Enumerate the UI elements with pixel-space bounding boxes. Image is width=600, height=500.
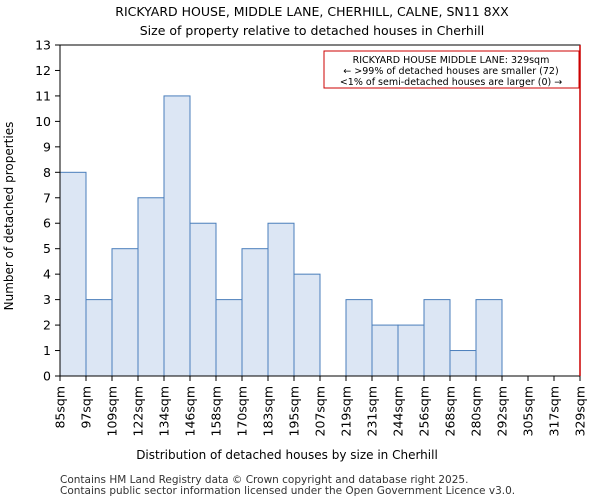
y-tick-label: 8 <box>43 165 51 180</box>
chart-subtitle: Size of property relative to detached ho… <box>140 23 485 38</box>
annotation-line-1: RICKYARD HOUSE MIDDLE LANE: 329sqm <box>353 55 550 66</box>
y-tick-label: 0 <box>43 369 51 384</box>
bar-170sqm <box>241 248 269 377</box>
bar-268sqm <box>449 350 477 377</box>
x-tick-label: 170sqm <box>235 386 250 436</box>
x-tick-label: 97sqm <box>79 386 94 429</box>
annotation-line-3: <1% of semi-detached houses are larger (… <box>340 77 562 88</box>
y-axis-label: Number of detached properties <box>2 122 16 311</box>
y-tick-label: 4 <box>43 267 51 282</box>
y-tick-label: 10 <box>35 114 51 129</box>
bar-134sqm <box>163 95 191 377</box>
y-tick-label: 12 <box>35 63 51 78</box>
annotation-line-2: ← >99% of detached houses are smaller (7… <box>343 66 558 77</box>
bar-231sqm <box>371 324 399 377</box>
annotation-box <box>323 50 580 89</box>
bar-195sqm <box>293 273 321 377</box>
x-tick-label: 244sqm <box>391 386 406 436</box>
bar-97sqm <box>85 299 113 377</box>
footer-line-1: Contains HM Land Registry data © Crown c… <box>60 474 468 486</box>
x-tick-label: 329sqm <box>573 386 588 436</box>
x-tick-label: 146sqm <box>183 386 198 436</box>
footer-line-2: Contains public sector information licen… <box>60 485 515 497</box>
y-tick-label: 1 <box>43 343 51 358</box>
x-tick-label: 183sqm <box>261 386 276 436</box>
bar-244sqm <box>397 324 425 377</box>
x-tick-label: 122sqm <box>131 386 146 436</box>
x-tick-label: 268sqm <box>443 386 458 436</box>
bar-85sqm <box>59 171 87 377</box>
y-tick-label: 11 <box>35 88 51 103</box>
x-tick-label: 134sqm <box>157 386 172 436</box>
y-tick-label: 7 <box>43 190 51 205</box>
x-axis-ticks: 85sqm 97sqm 109sqm 122sqm 134sqm 146sqm 158sqm… <box>53 376 588 436</box>
bar-183sqm <box>267 222 295 377</box>
x-tick-label: 207sqm <box>313 386 328 436</box>
bar-280sqm <box>475 299 503 377</box>
x-tick-label: 219sqm <box>339 386 354 436</box>
bar-219sqm <box>345 299 373 377</box>
bar-158sqm <box>215 299 243 377</box>
y-tick-label: 2 <box>43 318 51 333</box>
bar-256sqm <box>423 299 451 377</box>
x-tick-label: 231sqm <box>365 386 380 436</box>
y-tick-label: 3 <box>43 292 51 307</box>
x-tick-label: 305sqm <box>521 386 536 436</box>
x-tick-label: 158sqm <box>209 386 224 436</box>
x-axis-label: Distribution of detached houses by size … <box>136 448 438 462</box>
y-tick-label: 9 <box>43 139 51 154</box>
x-tick-label: 195sqm <box>287 386 302 436</box>
chart-title: RICKYARD HOUSE, MIDDLE LANE, CHERHILL, C… <box>115 4 509 19</box>
x-tick-label: 280sqm <box>469 386 484 436</box>
x-tick-label: 317sqm <box>547 386 562 436</box>
y-tick-label: 6 <box>43 216 51 231</box>
x-tick-label: 256sqm <box>417 386 432 436</box>
bar-122sqm <box>137 197 165 377</box>
bars-group <box>59 95 503 377</box>
y-tick-label: 5 <box>43 241 51 256</box>
y-tick-label: 13 <box>35 38 51 53</box>
x-tick-label: 85sqm <box>53 386 68 429</box>
bar-109sqm <box>111 248 139 377</box>
bar-146sqm <box>189 222 217 377</box>
x-tick-label: 109sqm <box>105 386 120 436</box>
x-tick-label: 292sqm <box>495 386 510 436</box>
